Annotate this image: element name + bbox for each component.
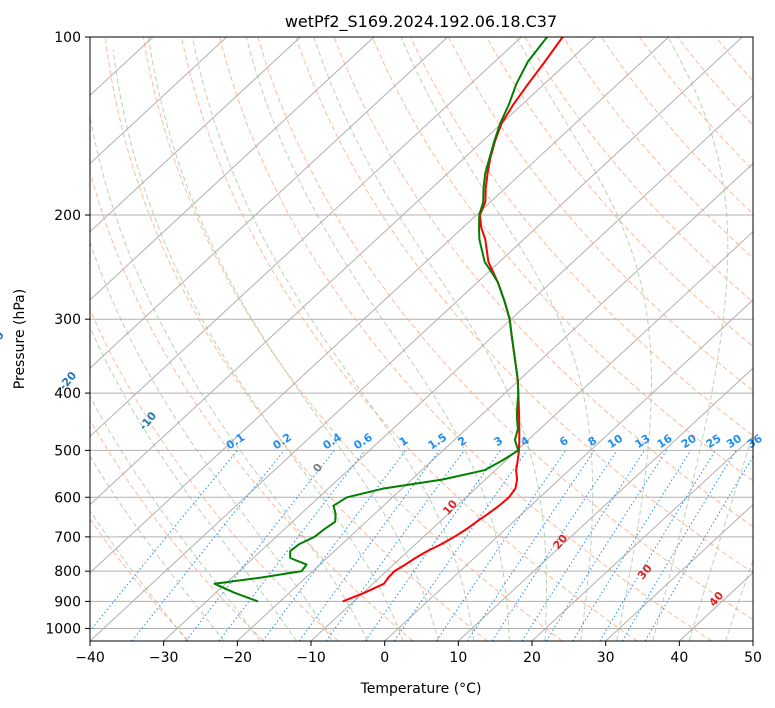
moist-adiabat-line	[245, 37, 510, 641]
dry-adiabat-line	[90, 418, 264, 641]
mixing-ratio-line	[364, 450, 501, 641]
mixing-ratio-line	[435, 450, 567, 641]
isotherm-line	[163, 94, 753, 641]
mixing-ratio-line	[131, 450, 285, 641]
mixing-ratio-line	[491, 450, 618, 641]
dry-adiabat-line	[333, 37, 753, 528]
isotherm-line	[531, 435, 753, 641]
isotherm-line	[90, 37, 669, 574]
plot-frame	[89, 36, 754, 642]
dry-adiabat-line	[257, 37, 753, 621]
x-tick-label: −20	[223, 650, 253, 666]
x-tick-label: 50	[744, 650, 762, 666]
x-tick-label: −10	[296, 650, 326, 666]
y-tick-label: 900	[54, 594, 81, 610]
y-tick-label: 100	[54, 30, 81, 46]
moist-adiabat-line	[90, 509, 188, 641]
dry-adiabat-line	[486, 37, 753, 347]
isotherm-line	[90, 37, 743, 641]
mixing-ratio-line	[90, 450, 238, 632]
axes-layer: −40 −30 −20 −10 0 10 20 30 40 50 100 200 300 400 500 60…	[45, 30, 762, 666]
isotherm-line	[90, 37, 448, 369]
isotherm-line	[90, 37, 301, 233]
x-tick-label: 0	[380, 650, 389, 666]
y-tick-label: 400	[54, 386, 81, 402]
y-tick-label: 1000	[45, 621, 81, 637]
isotherm-line	[90, 37, 522, 438]
isotherm-line	[384, 299, 753, 641]
mixing-ratio-line	[572, 450, 692, 641]
x-tick-label: 10	[449, 650, 467, 666]
isotherm-line	[90, 37, 375, 301]
moist-adiabat-line	[652, 37, 729, 641]
moist-adiabat-line	[148, 37, 439, 641]
dry-adiabat-line	[90, 308, 339, 641]
x-tick-label: 40	[670, 650, 688, 666]
dry-adiabat-line	[104, 37, 488, 641]
dry-adiabat-line	[219, 37, 712, 641]
dry-adiabat-line	[371, 37, 753, 482]
dry-adiabat-line	[142, 37, 563, 641]
dry-adiabat-line	[409, 37, 753, 437]
y-tick-label: 700	[54, 530, 81, 546]
isotherm-line	[90, 37, 227, 165]
mixing-ratio-line	[262, 450, 407, 641]
y-tick-label: 500	[54, 443, 81, 459]
x-tick-label: 20	[523, 650, 541, 666]
mixing-ratio-line	[298, 450, 440, 641]
temperature-profile-line	[342, 37, 564, 603]
y-tick-label: 800	[54, 564, 81, 580]
x-axis-label: Temperature (°C)	[360, 681, 482, 697]
moist-adiabat-line	[313, 37, 547, 641]
x-tick-label: 30	[597, 650, 615, 666]
mixing-ratio-line	[393, 450, 528, 641]
isotherm-line	[457, 367, 753, 641]
isotherm-line	[605, 503, 753, 641]
dry-adiabat-line	[90, 169, 414, 641]
dewpoint-profile-line	[213, 37, 548, 603]
mixing-ratio-line	[218, 450, 366, 641]
mixing-ratio-line	[467, 450, 595, 641]
moist-adiabat-line	[191, 37, 475, 641]
isotherm-line	[310, 231, 753, 641]
chart-title: wetPf2_S169.2024.192.06.18.C37	[285, 12, 557, 32]
moist-adiabat-line	[90, 455, 225, 641]
moist-adiabat-line	[90, 240, 333, 641]
y-tick-label: 600	[54, 490, 81, 506]
grid-layer	[90, 37, 753, 641]
isotherm-line	[90, 37, 596, 506]
y-tick-label: 300	[54, 312, 81, 328]
moist-adiabat-line	[688, 431, 753, 641]
moist-adiabat-line	[90, 395, 261, 641]
mixing-ratio-line	[521, 450, 645, 641]
mixing-ratio-line	[325, 450, 465, 641]
y-tick-label: 200	[54, 208, 81, 224]
x-tick-label: −40	[75, 650, 105, 666]
moist-adiabat-line	[725, 559, 753, 641]
dry-adiabat-line	[295, 37, 753, 574]
y-axis-label: Pressure (hPa)	[12, 289, 28, 389]
x-tick-label: −30	[149, 650, 179, 666]
isotherm-line	[236, 162, 753, 641]
moist-adiabat-line	[90, 326, 297, 641]
dry-adiabat-label: -30	[0, 329, 7, 353]
dry-adiabat-line	[90, 517, 190, 641]
moist-adiabat-line	[112, 49, 404, 641]
dry-adiabat-line	[448, 37, 753, 392]
series-layer	[213, 37, 564, 603]
